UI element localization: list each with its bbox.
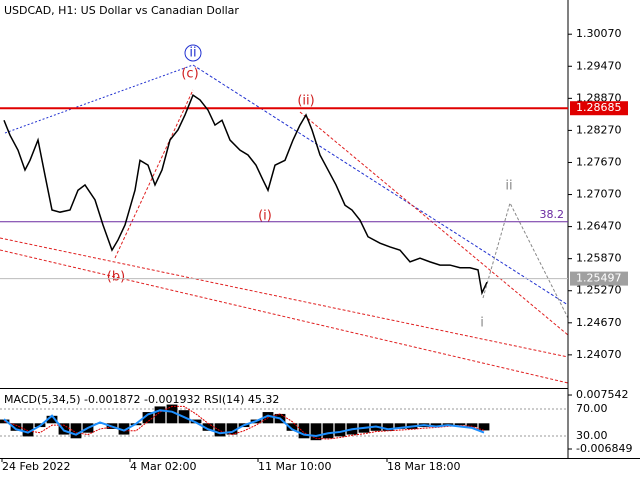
macd-bar: [430, 423, 442, 428]
fib-label: 38.2: [540, 208, 565, 221]
wave-label: (i): [258, 209, 272, 224]
price-box: [570, 101, 628, 116]
chart-title: USDCAD, H1: US Dollar vs Canadian Dollar: [4, 4, 239, 17]
wave-labels: ii (c) (ii) (i) (b) ii i: [107, 44, 513, 331]
trend-line: [299, 111, 569, 336]
x-tick-label: 4 Mar 02:00: [130, 460, 196, 473]
price-line: [3, 93, 488, 296]
trend-line: [4, 64, 194, 134]
macd-bar: [310, 423, 322, 441]
macd-bar: [214, 423, 226, 437]
x-tick-label: 11 Mar 10:00: [258, 460, 331, 473]
wave-label: i: [480, 316, 484, 331]
macd-bar: [58, 423, 70, 435]
macd-bar: [22, 423, 34, 437]
current-price-label: 1.25497: [576, 272, 622, 285]
trend-line: [192, 64, 569, 306]
macd-bar: [334, 423, 346, 437]
y2-tick-label: 70.00: [576, 402, 608, 415]
y-tick-label: 1.27070: [576, 188, 622, 201]
macd-bar: [226, 423, 238, 435]
y-tick-label: 1.24670: [576, 316, 622, 329]
macd-bar: [298, 423, 310, 439]
trend-line: [114, 89, 194, 259]
wave-label: ii: [505, 179, 512, 194]
resistance-label: 1.28685: [576, 101, 622, 114]
macd-bar: [286, 423, 298, 431]
trend-line: [0, 237, 569, 358]
x-tick-label: 18 Mar 18:00: [387, 460, 460, 473]
wave-label: (ii): [297, 94, 314, 109]
macd-bar: [46, 415, 58, 424]
macd-bar: [154, 406, 166, 424]
forecast-line: [482, 201, 569, 319]
y-tick-label: 1.25870: [576, 252, 622, 265]
indicator-title: MACD(5,34,5) -0.001872 -0.001932 RSI(14)…: [4, 393, 279, 406]
wave-label: ii: [189, 46, 196, 61]
trend-line: [0, 249, 569, 384]
macd-bar: [10, 423, 22, 431]
wave-circle: [184, 44, 202, 62]
y2-tick-label: 30.00: [576, 429, 608, 442]
y-tick-label: 1.27670: [576, 155, 622, 168]
y-tick-label: 1.28870: [576, 91, 622, 104]
rsi-line: [3, 409, 485, 437]
wave-label: (b): [107, 270, 125, 285]
macd-bar: [466, 423, 478, 428]
y-tick-label: 1.29470: [576, 59, 622, 72]
macd-bar: [118, 423, 130, 435]
macd-bar: [394, 423, 406, 429]
x-tick-label: 24 Feb 2022: [2, 460, 70, 473]
macd-bar: [166, 404, 178, 424]
macd-bar: [202, 423, 214, 431]
y-tick-label: 1.24070: [576, 348, 622, 361]
y-tick-label: 1.30070: [576, 27, 622, 40]
wave-label: (c): [181, 67, 198, 82]
macd-bar: [322, 423, 334, 439]
price-box: [570, 271, 628, 286]
macd-bar: [454, 423, 466, 426]
y-tick-label: -0.006849: [576, 442, 632, 455]
macd-bar: [142, 412, 154, 424]
y-tick-label: 1.25270: [576, 284, 622, 297]
y-tick-label: 0.007542: [576, 388, 629, 401]
y-tick-label: 1.26470: [576, 220, 622, 233]
macd-bar: [382, 423, 394, 431]
y-tick-label: 1.28270: [576, 123, 622, 136]
macd-bar: [478, 423, 490, 431]
macd-bar: [70, 423, 82, 439]
signal-line: [3, 405, 485, 440]
trend-lines: [0, 64, 569, 384]
